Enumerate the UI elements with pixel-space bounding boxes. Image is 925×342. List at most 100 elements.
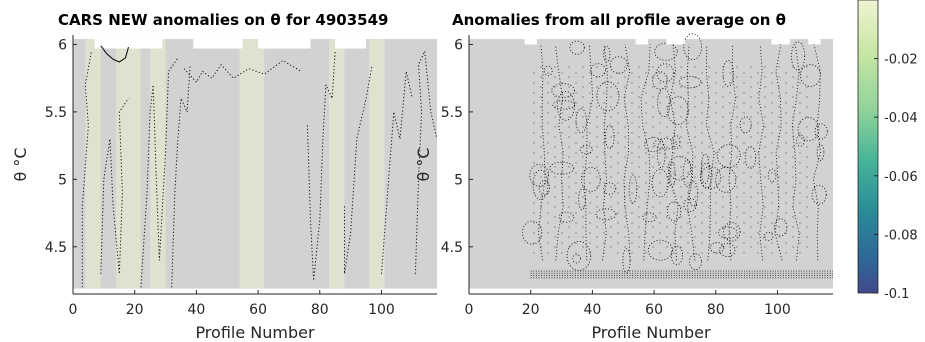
- anomaly-column: [369, 39, 385, 289]
- contour-loop: [667, 155, 692, 181]
- colorbar-tick-label: -0.02: [884, 53, 918, 68]
- contour-loop: [670, 245, 684, 266]
- x-tick-label: 100: [764, 302, 791, 318]
- x-tick-label: 80: [311, 302, 329, 318]
- contour-loop: [549, 161, 575, 175]
- colorbar-tick-label: -0.06: [884, 170, 918, 185]
- contour-loop: [715, 166, 737, 193]
- contour-loop: [558, 211, 575, 223]
- contour-line: [623, 44, 631, 261]
- missing-data-gap: [258, 39, 311, 49]
- contour-line: [705, 44, 715, 261]
- colorbar: -0.02 -0.04 -0.06 -0.08 -0.1: [857, 0, 918, 302]
- contour-loop: [763, 232, 774, 242]
- contour-line-2: [100, 98, 129, 274]
- contour-loop: [683, 197, 697, 212]
- colorbar-tick-label: -0.08: [884, 228, 918, 243]
- contour-loop: [682, 158, 693, 188]
- contour-loop: [716, 144, 741, 168]
- contour-loop: [605, 124, 615, 149]
- contour-loop: [603, 45, 611, 63]
- missing-data-gap: [666, 39, 685, 45]
- contour-loop: [628, 174, 638, 204]
- missing-data-gap: [808, 39, 821, 45]
- x-axis-label: Profile Number: [591, 323, 711, 342]
- x-tick-label: 40: [583, 302, 601, 318]
- contour-line-8: [381, 71, 413, 274]
- anomaly-column: [85, 39, 101, 289]
- contour-loop: [723, 222, 741, 242]
- colorbar-tick-label: -0.1: [884, 287, 909, 302]
- contour-loop: [666, 201, 682, 222]
- contour-loop: [688, 180, 699, 207]
- x-tick-label: 40: [187, 302, 205, 318]
- x-tick-label: 20: [522, 302, 540, 318]
- x-tick-label: 0: [69, 302, 78, 318]
- y-tick-label: 5.5: [441, 105, 463, 121]
- contour-loop: [521, 220, 543, 245]
- contour-loop: [569, 40, 585, 55]
- contour-loop: [657, 88, 671, 118]
- contour-loop: [538, 180, 550, 196]
- contour-loop: [596, 81, 620, 112]
- contour-line-5: [183, 60, 302, 84]
- contour-line: [728, 44, 736, 261]
- contour-line: [685, 44, 696, 261]
- contour-loop: [709, 242, 725, 254]
- anomaly-column: [116, 39, 141, 289]
- contour-loop: [572, 253, 581, 264]
- anomaly-column: [329, 39, 345, 289]
- contour-loop: [700, 162, 713, 189]
- contour-loop: [739, 116, 752, 134]
- contour-loop: [719, 242, 736, 258]
- colorbar-gradient: [857, 0, 879, 294]
- contour-loop: [647, 239, 673, 261]
- x-tick-label: 60: [645, 302, 663, 318]
- contour-line: [669, 44, 679, 261]
- contour-loop: [556, 90, 575, 121]
- y-axis-label: θ °C: [414, 147, 433, 181]
- y-tick-label: 4.5: [45, 240, 67, 256]
- contour-loop: [700, 153, 710, 185]
- contour-loop: [814, 123, 828, 140]
- contour-loop: [622, 248, 631, 274]
- x-axis-label: Profile Number: [195, 323, 315, 342]
- x-tick-label: 0: [465, 302, 474, 318]
- y-tick-label: 6: [454, 37, 463, 53]
- contour-loop: [699, 166, 722, 190]
- contour-loop: [668, 162, 676, 188]
- speckle-contour-region: [530, 64, 809, 254]
- contour-loop: [609, 56, 628, 74]
- contour-loop: [797, 117, 820, 142]
- y-tick-label: 5.5: [45, 105, 67, 121]
- contour-loop: [722, 60, 734, 87]
- contour-loop: [654, 42, 678, 61]
- contour-loop: [678, 76, 702, 89]
- contour-loop: [767, 168, 777, 183]
- y-tick-label: 5: [58, 172, 67, 188]
- contour-loop: [651, 168, 669, 198]
- missing-data-gap: [335, 39, 367, 49]
- y-tick-label: 4.5: [441, 240, 463, 256]
- contour-loop: [644, 137, 664, 153]
- contour-loop: [791, 41, 806, 71]
- contour-loop: [603, 182, 617, 195]
- missing-data-gap: [94, 39, 163, 49]
- anomaly-column: [150, 39, 166, 289]
- contour-loop: [590, 63, 607, 78]
- contour-loop: [717, 226, 738, 240]
- contour-loop: [811, 184, 827, 205]
- contour-line-0: [100, 45, 130, 63]
- contour-line: [583, 44, 594, 261]
- x-tick-label: 100: [368, 302, 395, 318]
- y-tick-label: 5: [454, 172, 463, 188]
- contour-loop: [796, 134, 805, 147]
- right-chart-title: Anomalies from all profile average on θ: [452, 11, 786, 29]
- contour-line: [774, 44, 783, 261]
- contour-line: [812, 44, 821, 261]
- contour-loop: [579, 144, 593, 155]
- missing-data-gap: [193, 39, 243, 49]
- x-tick-label: 20: [126, 302, 144, 318]
- contour-loop: [816, 143, 825, 162]
